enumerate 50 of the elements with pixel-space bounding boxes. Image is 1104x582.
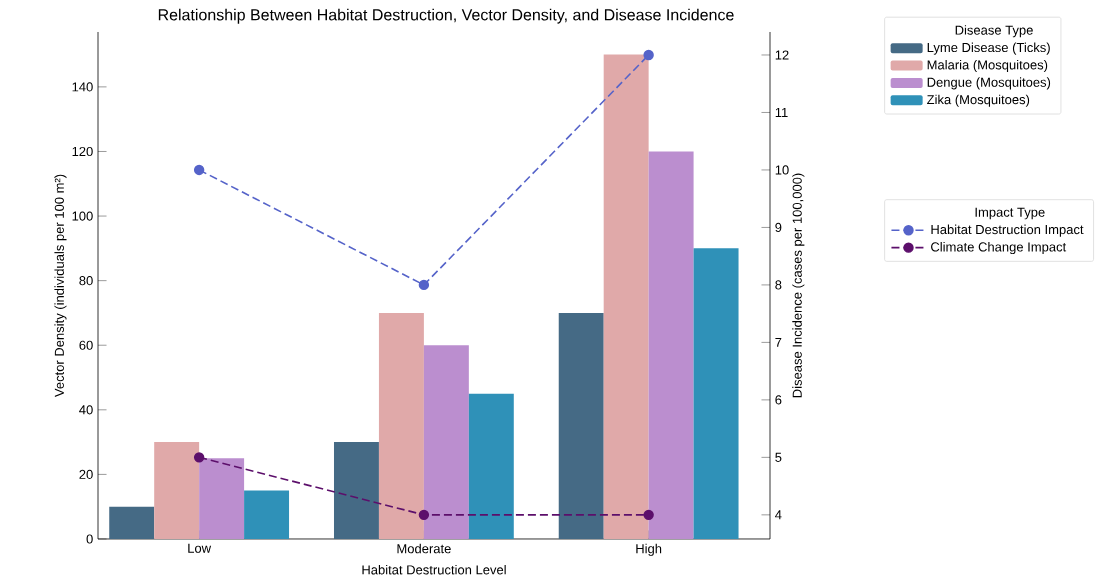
chart-title: Relationship Between Habitat Destruction, Vector Density, and Disease Incidence (158, 8, 734, 24)
y2-tick-label: 4 (775, 510, 782, 520)
legend-label: Lyme Disease (Ticks) (927, 42, 1050, 55)
y2-tick-label: 7 (775, 337, 782, 347)
bar (378, 312, 424, 539)
bar (468, 393, 514, 539)
bar (603, 54, 649, 539)
bar (199, 458, 245, 539)
bar (693, 248, 739, 539)
point (193, 452, 205, 463)
y2-tick-label: 10 (775, 165, 789, 175)
legend-title: Disease Type (955, 25, 1033, 38)
y2-tick-label: 11 (775, 108, 788, 117)
x-axis-title: Habitat Destruction Level (362, 564, 506, 575)
bar (109, 506, 155, 539)
y-tick-label: 0 (86, 534, 93, 544)
legend-label: Dengue (Mosquitoes) (927, 77, 1051, 90)
y2-tick-label: 9 (775, 222, 782, 233)
x-tick-label: Low (188, 543, 212, 553)
legend-label: Climate Change Impact (931, 241, 1067, 255)
y-tick-label: 40 (79, 405, 93, 415)
bar (423, 345, 469, 539)
point (418, 279, 430, 291)
y-tick-label: 80 (79, 276, 93, 286)
y-tick-label: 120 (72, 146, 93, 157)
y-tick-label: 60 (79, 340, 93, 350)
bar (244, 490, 290, 539)
y2-tick-label: 8 (775, 280, 782, 290)
y2-tick-label: 12 (775, 50, 789, 60)
point (193, 164, 205, 176)
point (418, 509, 430, 521)
x-tick-label: Moderate (397, 543, 451, 554)
bar (648, 151, 694, 539)
legend-label: Zika (Mosquitoes) (927, 94, 1030, 107)
x-tick-label: High (636, 543, 662, 556)
point (643, 509, 654, 521)
text: Impact Type (975, 207, 1045, 220)
y2-axis-title: Disease Incidence (cases per 100,000) (792, 173, 805, 398)
y-axis-title: Vector Density (individuals per 100 m²) (54, 174, 67, 398)
bar (154, 442, 200, 539)
legend-label: Malaria (Mosquitoes) (927, 59, 1048, 73)
y-tick-label: 140 (72, 82, 93, 92)
y2-tick-label: 5 (775, 452, 782, 462)
legend-label: Habitat Destruction Impact (931, 224, 1084, 237)
y-tick-label: 20 (79, 469, 93, 479)
bar (333, 442, 379, 539)
y2-tick-label: 6 (775, 395, 782, 405)
bar (558, 312, 604, 539)
y-tick-label: 100 (72, 211, 93, 221)
point (643, 49, 654, 61)
